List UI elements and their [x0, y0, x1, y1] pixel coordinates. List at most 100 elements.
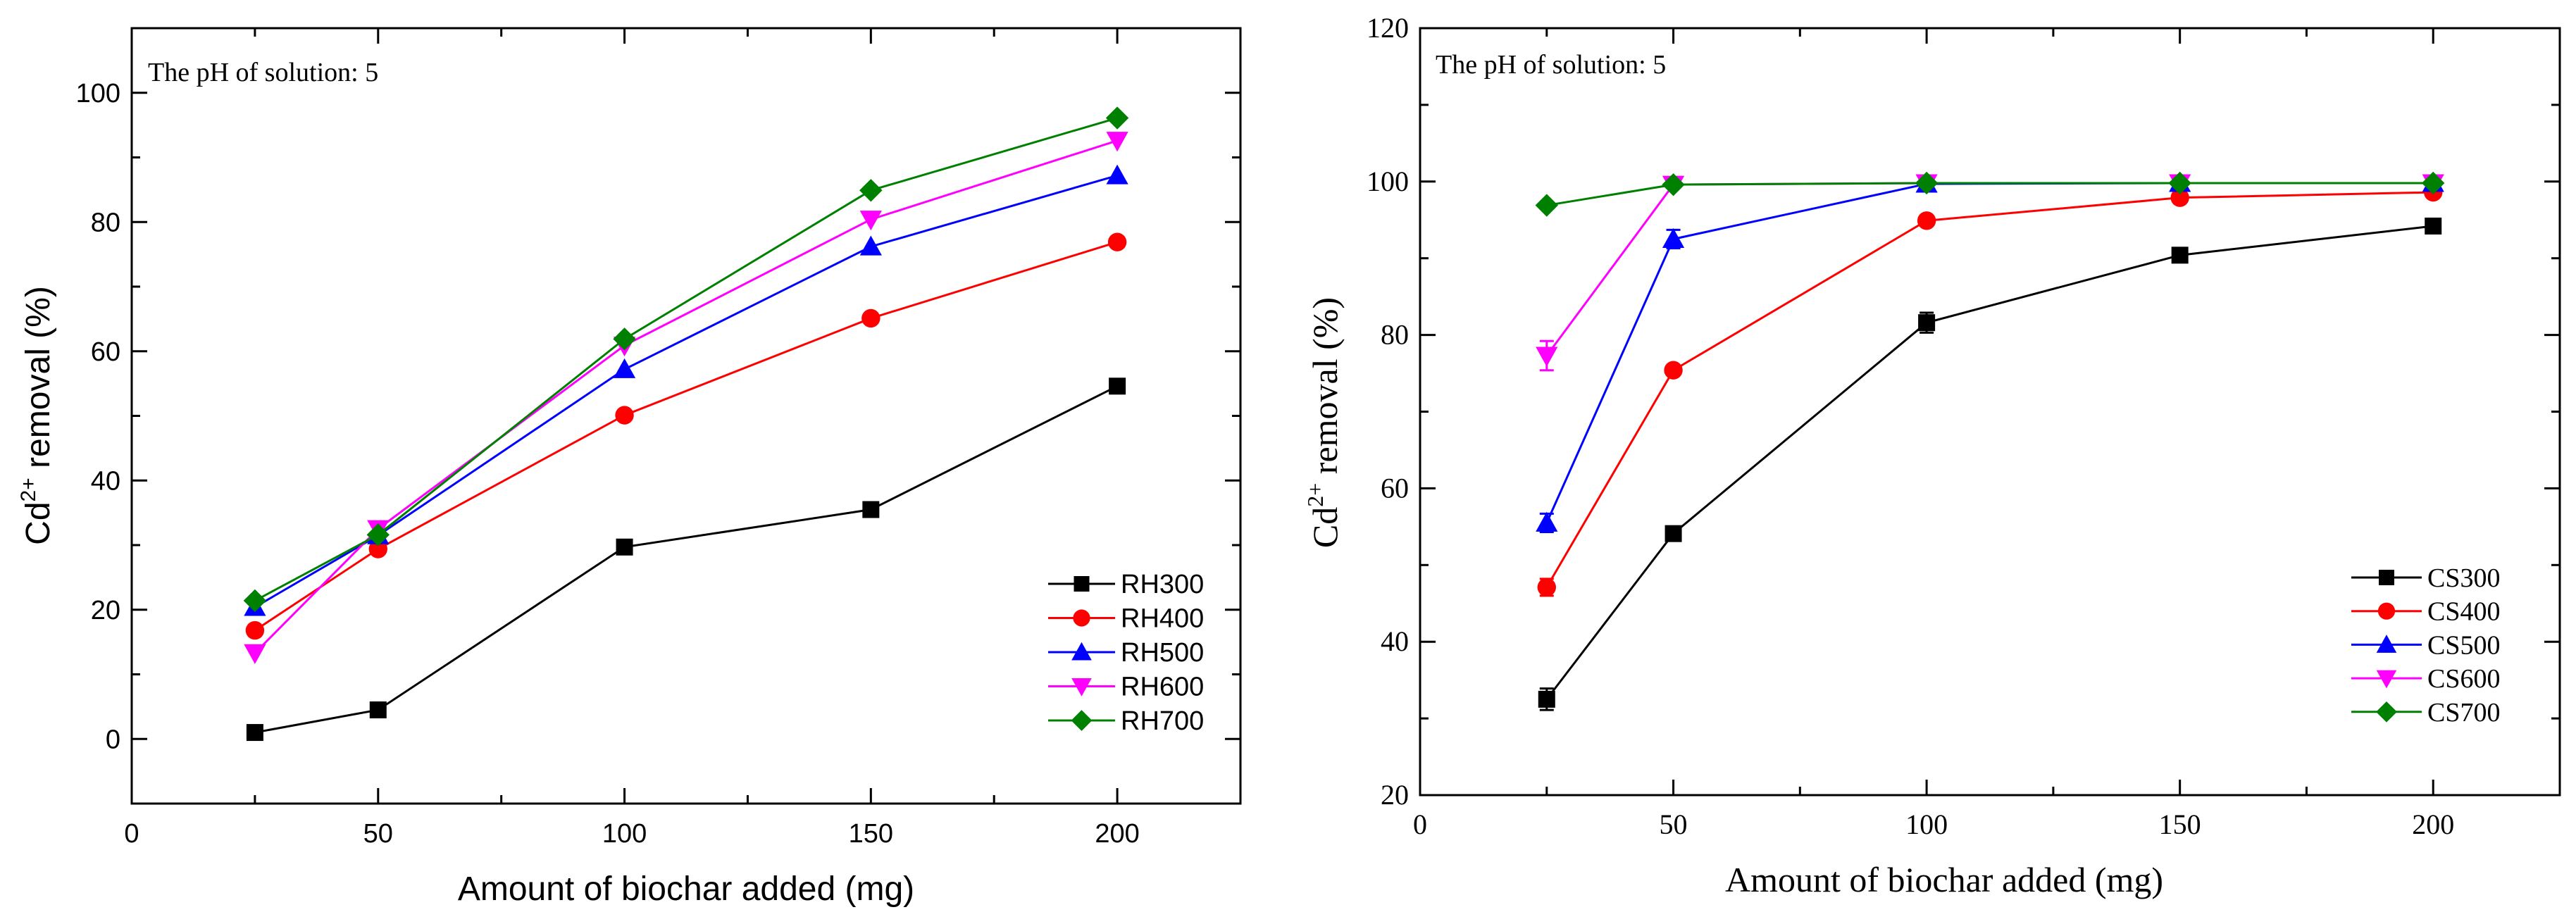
legend-label-cs500: CS500: [2427, 630, 2500, 660]
data-point-rh300: [1109, 377, 1126, 395]
x-tick-label-right: 100: [1905, 808, 1948, 840]
data-point-rh700: [243, 589, 267, 613]
legend-marker-rh400: [1073, 609, 1090, 627]
data-point-rh700: [613, 327, 636, 351]
data-point-cs300: [1538, 690, 1555, 708]
y-tick-label-right: 40: [1381, 625, 1409, 657]
legend-label-cs400: CS400: [2427, 597, 2500, 627]
data-point-cs400: [1664, 361, 1683, 380]
y-axis-label-right: Cd2+ removal (%): [1302, 297, 1345, 548]
legend-label-cs700: CS700: [2427, 698, 2500, 728]
x-ticks-left: 0 50 100 150 200: [124, 28, 1242, 849]
data-point-cs300: [2171, 246, 2189, 264]
data-point-cs500: [1662, 227, 1685, 248]
data-point-cs700: [1662, 173, 1685, 196]
x-tick-label-right: 200: [2412, 808, 2454, 840]
legend-label-rh700: RH700: [1121, 706, 1204, 736]
y-label-sup-left: 2+: [17, 477, 40, 501]
annotation-left: The pH of solution: 5: [148, 58, 378, 87]
y-ticks-right: 20 40 60 80 100 120: [1367, 12, 2560, 811]
legend-marker-cs700: [2376, 701, 2397, 723]
data-point-cs600: [1536, 346, 1558, 367]
annotation-right: The pH of solution: 5: [1436, 50, 1666, 80]
data-point-cs700: [1915, 171, 1939, 195]
series-right: [1535, 171, 2445, 711]
x-axis-label-left: Amount of biochar added (mg): [458, 870, 914, 908]
y-label-rest-right: removal (%): [1305, 297, 1345, 483]
data-point-rh400: [615, 406, 634, 425]
x-tick-label-left: 100: [602, 819, 647, 849]
y-tick-label-right: 100: [1367, 166, 1409, 197]
y-tick-label-right: 20: [1381, 779, 1409, 811]
x-axis-label-right: Amount of biochar added (mg): [1725, 860, 2163, 899]
x-ticks-right: 0 50 100 150 200: [1413, 28, 2561, 840]
data-point-rh700: [1105, 106, 1129, 130]
data-point-cs300: [1665, 525, 1682, 542]
y-label-sup-right: 2+: [1302, 483, 1328, 507]
series-line-rh600: [254, 139, 1118, 654]
y-tick-label-left: 0: [106, 725, 120, 754]
legend-marker-rh500: [1071, 642, 1092, 661]
chart-right: 0 50 100 150 200 20 40 60 80 100 120 The pH of so…: [1302, 12, 2561, 899]
y-tick-label-left: 40: [91, 466, 120, 496]
data-point-cs700: [2168, 171, 2191, 195]
data-point-rh700: [366, 523, 390, 547]
legend-label-rh300: RH300: [1121, 570, 1204, 599]
data-point-rh400: [1107, 232, 1127, 251]
data-point-cs300: [1918, 314, 1936, 332]
series-left: [243, 106, 1129, 742]
legend-label-cs300: CS300: [2427, 563, 2500, 593]
legend-label-rh500: RH500: [1121, 638, 1204, 668]
data-point-cs400: [1537, 578, 1556, 597]
data-point-rh600: [244, 644, 266, 664]
x-tick-label-left: 200: [1095, 819, 1139, 849]
y-tick-label-right: 60: [1381, 472, 1409, 504]
data-point-cs300: [2425, 217, 2442, 235]
series-line-rh300: [254, 385, 1118, 734]
y-axis-label-left: Cd2+ removal (%): [17, 286, 57, 545]
data-point-rh500: [859, 235, 882, 256]
y-tick-label-left: 20: [91, 596, 120, 625]
data-point-rh700: [859, 179, 883, 202]
y-tick-label-left: 60: [91, 337, 120, 367]
data-point-cs400: [2170, 188, 2189, 207]
legend-marker-rh600: [1071, 678, 1092, 697]
data-point-cs700: [1535, 194, 1558, 217]
x-tick-label-left: 150: [849, 819, 893, 849]
legend-label-cs600: CS600: [2427, 664, 2500, 694]
data-point-rh400: [368, 539, 387, 558]
data-point-rh500: [1106, 164, 1128, 185]
x-tick-label-right: 50: [1660, 808, 1688, 840]
series-line-cs300: [1545, 225, 2434, 700]
y-label-rest-left: removal (%): [20, 286, 57, 477]
series-line-rh400: [254, 241, 1118, 632]
legend-marker-cs300: [2379, 570, 2394, 585]
y-tick-label-right: 120: [1367, 12, 1409, 44]
x-tick-label-right: 150: [2159, 808, 2201, 840]
data-point-cs500: [1536, 511, 1558, 532]
x-tick-label-right: 0: [1413, 808, 1427, 840]
data-point-rh600: [859, 211, 882, 231]
y-tick-label-left: 100: [76, 79, 120, 108]
data-point-rh300: [862, 501, 880, 518]
x-tick-label-left: 0: [124, 819, 139, 849]
x-tick-label-left: 50: [363, 819, 393, 849]
data-point-cs700: [2422, 171, 2445, 195]
y-tick-label-right: 80: [1381, 319, 1409, 351]
legend-marker-cs500: [2376, 635, 2397, 653]
data-point-cs400: [1917, 211, 1936, 230]
legend-marker-cs600: [2376, 670, 2397, 689]
legend-label-rh400: RH400: [1121, 604, 1204, 634]
y-label-main-right: Cd: [1305, 507, 1345, 548]
y-tick-label-left: 80: [91, 208, 120, 237]
data-point-rh300: [369, 701, 387, 718]
data-point-rh400: [245, 620, 265, 640]
data-point-rh500: [613, 358, 636, 378]
data-point-rh400: [861, 308, 881, 328]
y-ticks-left: 0 20 40 60 80 100: [76, 27, 1240, 805]
legend-marker-rh700: [1071, 710, 1093, 731]
data-point-rh600: [1106, 132, 1128, 152]
y-label-main-left: Cd: [20, 501, 57, 544]
